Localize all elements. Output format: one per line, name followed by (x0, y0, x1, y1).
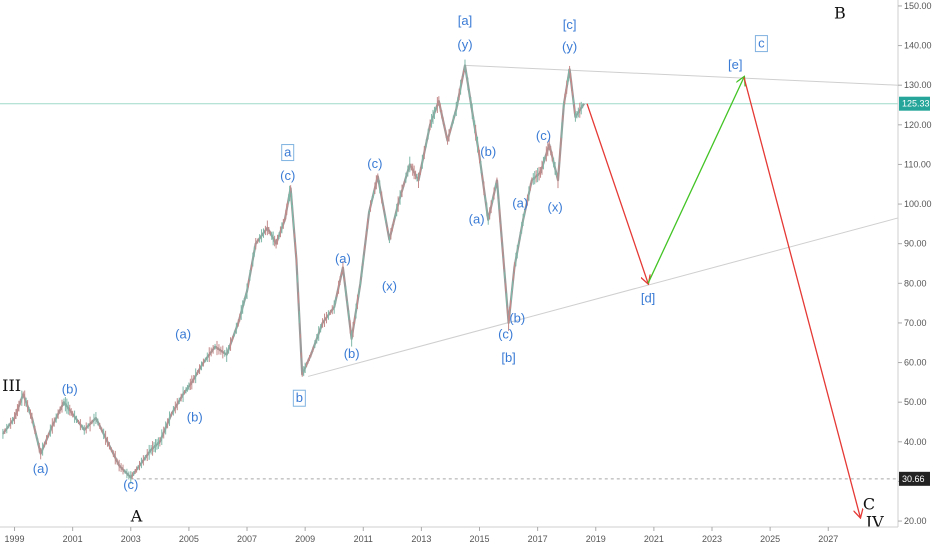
trendline-2 (307, 217, 899, 377)
y-tick-label: 100.00 (904, 199, 932, 209)
wave-label: (c) (367, 156, 382, 171)
y-tick-label: 120.00 (904, 120, 932, 130)
x-tick-label: 2023 (702, 534, 722, 544)
x-tick-label: 2017 (528, 534, 548, 544)
x-tick-label: 2003 (121, 534, 141, 544)
x-tick-label: 2015 (469, 534, 489, 544)
wave-label: (a) (512, 196, 528, 211)
y-tick-label: 20.00 (904, 516, 927, 526)
price-series-line (2, 64, 586, 479)
y-tick-label: 60.00 (904, 358, 927, 368)
wave-label: (b) (480, 144, 496, 159)
x-tick-label: 2005 (179, 534, 199, 544)
wave-label: (a) (335, 251, 351, 266)
wave-label: III (2, 376, 21, 395)
forecast-path-3 (743, 77, 860, 517)
x-tick-label: 2007 (237, 534, 257, 544)
wave-label: (a) (175, 326, 191, 341)
x-tick-label: 2025 (760, 534, 780, 544)
wave-label: A (130, 507, 143, 526)
y-tick-label: 70.00 (904, 318, 927, 328)
wave-label: (b) (187, 409, 203, 424)
trendline-1 (464, 64, 899, 86)
x-tick-label: 2013 (411, 534, 431, 544)
price-tag (899, 96, 930, 111)
x-tick-label: 2001 (63, 534, 83, 544)
y-tick-label: 90.00 (904, 239, 927, 249)
wave-label: B (834, 3, 846, 22)
wave-label: [b] (501, 350, 515, 365)
price-tag-label: 125.33 (902, 99, 930, 109)
wave-label: (c) (498, 326, 513, 341)
x-tick-label: 2009 (295, 534, 315, 544)
wave-label: [a] (458, 13, 472, 28)
wave-label: (c) (123, 477, 138, 492)
wave-badge-box (281, 144, 295, 162)
wave-label: (x) (547, 199, 562, 214)
wave-label: (x) (382, 279, 397, 294)
x-tick-label: 2027 (818, 534, 838, 544)
wave-badge-label: b (296, 390, 303, 405)
wave-label: (b) (62, 382, 78, 397)
forecast-path-1 (586, 103, 648, 284)
wave-label: (b) (344, 346, 360, 361)
wave-label: [d] (641, 291, 655, 306)
y-tick-label: 110.00 (904, 159, 931, 169)
wave-label: [e] (728, 57, 742, 72)
x-tick-label: 2019 (586, 534, 606, 544)
y-tick-label: 130.00 (904, 80, 932, 90)
wave-label: (c) (280, 168, 295, 183)
y-tick-label: 140.00 (904, 41, 932, 51)
wave-label: (a) (33, 461, 49, 476)
x-tick-label: 1999 (5, 534, 25, 544)
price-tag (899, 471, 930, 486)
y-tick-label: 150.00 (904, 1, 932, 11)
wave-label: (y) (562, 39, 577, 54)
price-tag-label: 30.66 (902, 474, 925, 484)
x-tick-label: 2021 (644, 534, 664, 544)
x-tick-label: 2011 (354, 534, 373, 544)
wave-badge-box (292, 389, 306, 407)
wave-label: (y) (457, 37, 472, 52)
wave-badge-label: c (758, 36, 765, 51)
wave-label: C (863, 495, 875, 514)
wave-label: (c) (536, 128, 551, 143)
wave-badge-box (754, 35, 768, 53)
wave-label: IV (866, 513, 884, 532)
y-tick-label: 80.00 (904, 278, 927, 288)
y-tick-label: 50.00 (904, 397, 927, 407)
wave-label: (a) (469, 211, 485, 226)
y-tick-label: 40.00 (904, 437, 927, 447)
wave-badge-label: a (284, 144, 292, 159)
wave-label: (b) (509, 310, 525, 325)
wave-label: [c] (563, 17, 577, 32)
forecast-path-2 (647, 77, 744, 284)
